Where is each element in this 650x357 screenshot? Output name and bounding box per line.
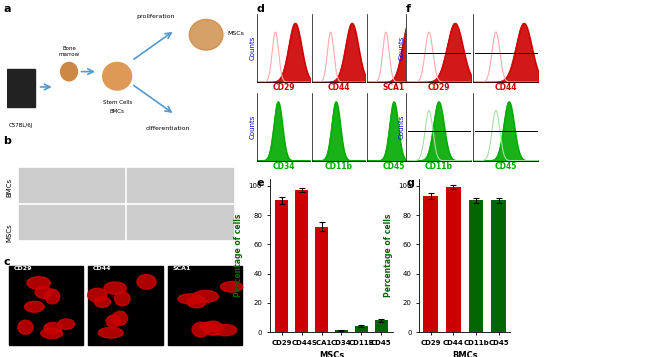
Ellipse shape: [187, 296, 206, 308]
Bar: [6, 69, 35, 107]
Bar: [168, 266, 242, 345]
Ellipse shape: [27, 277, 50, 289]
Ellipse shape: [114, 292, 130, 306]
Y-axis label: Counts: Counts: [399, 115, 405, 139]
Text: e: e: [257, 178, 265, 188]
Bar: [127, 205, 233, 239]
Bar: [18, 205, 124, 239]
Text: differentiation: differentiation: [146, 126, 190, 131]
Ellipse shape: [103, 62, 131, 90]
X-axis label: SCA1: SCA1: [383, 84, 405, 92]
Text: CD29: CD29: [14, 266, 32, 271]
Ellipse shape: [200, 322, 217, 332]
Ellipse shape: [35, 286, 52, 298]
Ellipse shape: [220, 282, 242, 292]
Bar: [88, 266, 162, 345]
X-axis label: CD29: CD29: [428, 84, 450, 92]
Ellipse shape: [94, 297, 111, 307]
Ellipse shape: [189, 19, 223, 50]
Bar: [469, 200, 484, 332]
Bar: [315, 227, 328, 332]
Bar: [9, 266, 83, 345]
Ellipse shape: [203, 321, 223, 335]
Text: MSCs: MSCs: [6, 223, 12, 242]
Text: marrow: marrow: [58, 52, 79, 57]
Ellipse shape: [112, 311, 127, 325]
Ellipse shape: [106, 315, 121, 327]
Ellipse shape: [104, 282, 126, 294]
Text: MSCs: MSCs: [227, 31, 244, 36]
Text: c: c: [3, 257, 10, 267]
Y-axis label: Percentage of cells: Percentage of cells: [384, 213, 393, 297]
X-axis label: CD44: CD44: [328, 84, 350, 92]
Ellipse shape: [18, 320, 33, 334]
Bar: [335, 330, 348, 332]
Text: proliferation: proliferation: [136, 14, 175, 19]
Ellipse shape: [178, 294, 203, 304]
Ellipse shape: [137, 275, 156, 289]
X-axis label: CD11b: CD11b: [424, 162, 453, 171]
Y-axis label: Counts: Counts: [399, 36, 405, 60]
Ellipse shape: [25, 301, 44, 312]
Text: BMCs: BMCs: [6, 177, 12, 197]
Ellipse shape: [60, 62, 77, 81]
X-axis label: CD44: CD44: [495, 84, 517, 92]
Text: Stem Cells: Stem Cells: [103, 100, 132, 105]
X-axis label: CD11b: CD11b: [324, 162, 353, 171]
Bar: [374, 320, 387, 332]
Ellipse shape: [41, 328, 62, 338]
Ellipse shape: [44, 322, 62, 334]
Text: Bone: Bone: [62, 46, 76, 51]
Bar: [127, 168, 233, 202]
Ellipse shape: [192, 291, 218, 302]
Bar: [355, 326, 368, 332]
Bar: [295, 190, 308, 332]
Ellipse shape: [88, 288, 107, 302]
Ellipse shape: [45, 289, 60, 304]
Text: f: f: [406, 4, 411, 14]
Text: d: d: [257, 4, 265, 14]
X-axis label: CD29: CD29: [272, 84, 294, 92]
Text: CD44: CD44: [93, 266, 112, 271]
Text: C57BL/6J: C57BL/6J: [8, 123, 33, 128]
Ellipse shape: [192, 322, 209, 337]
Ellipse shape: [213, 325, 237, 336]
X-axis label: CD45: CD45: [495, 162, 517, 171]
Y-axis label: Counts: Counts: [250, 36, 255, 60]
Text: g: g: [406, 178, 414, 188]
Text: a: a: [3, 4, 11, 14]
Ellipse shape: [58, 319, 75, 329]
Bar: [491, 200, 506, 332]
Y-axis label: Percentage of cells: Percentage of cells: [234, 213, 243, 297]
Bar: [276, 200, 289, 332]
Y-axis label: Counts: Counts: [250, 115, 255, 139]
Text: b: b: [3, 136, 11, 146]
Text: SCA1: SCA1: [172, 266, 191, 271]
Ellipse shape: [98, 327, 124, 338]
X-axis label: MSCs: MSCs: [319, 351, 344, 357]
Bar: [423, 196, 438, 332]
X-axis label: BMCs: BMCs: [452, 351, 478, 357]
Text: BMCs: BMCs: [110, 109, 125, 114]
X-axis label: CD45: CD45: [383, 162, 405, 171]
Bar: [446, 187, 461, 332]
X-axis label: CD34: CD34: [272, 162, 294, 171]
Bar: [18, 168, 124, 202]
